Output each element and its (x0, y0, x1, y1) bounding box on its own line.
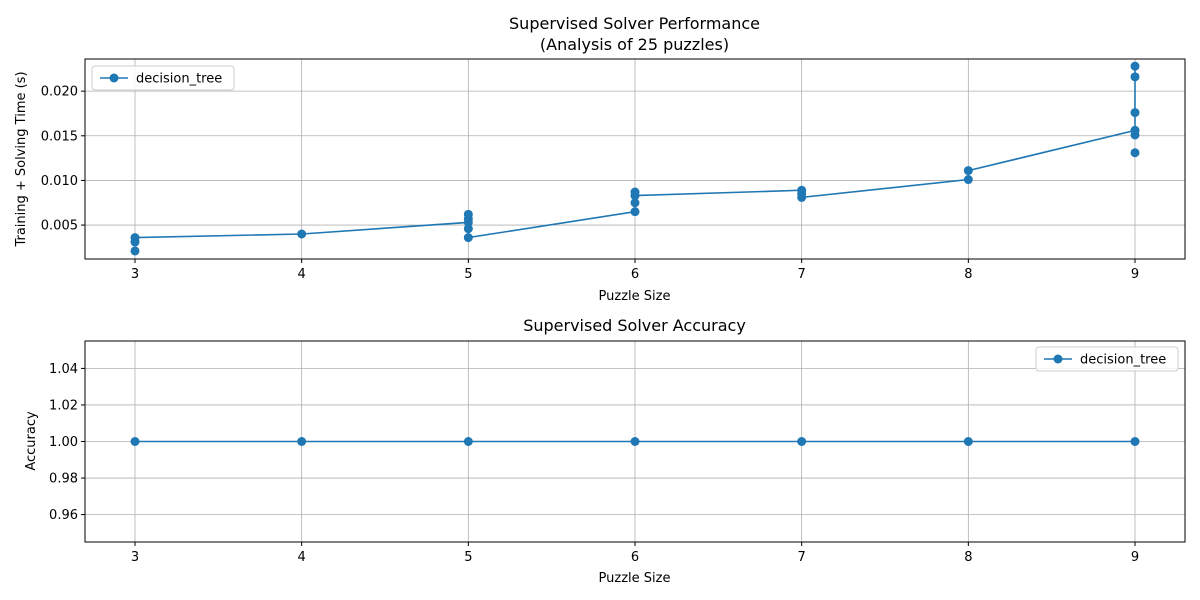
performance-data-point (463, 209, 473, 219)
performance-data-point (130, 233, 140, 243)
accuracy-y-tick-label: 1.04 (49, 362, 78, 377)
performance-x-tick-label: 9 (1131, 267, 1139, 282)
accuracy-data-point (797, 437, 807, 446)
accuracy-x-tick-label: 6 (631, 550, 639, 565)
performance-legend-box (91, 65, 235, 91)
performance-x-tick-label: 3 (131, 267, 139, 282)
accuracy-x-tick-label: 3 (131, 550, 139, 565)
performance-data (130, 61, 1140, 256)
performance-x-tick-label: 8 (964, 267, 972, 282)
performance-title-line-2: (Analysis of 25 puzzles) (540, 35, 729, 54)
performance-legend-label: decision_tree (136, 72, 222, 87)
performance-x-tick-label: 5 (464, 267, 472, 282)
performance-legend-marker (109, 73, 119, 83)
performance-data-point (1130, 125, 1140, 135)
performance-y-tick-label: 0.015 (41, 129, 78, 144)
performance-plot: Supervised Solver Performance (Analysis … (14, 14, 1186, 304)
accuracy-title: Supervised Solver Accuracy (523, 316, 746, 335)
accuracy-data-point (297, 437, 307, 446)
performance-y-tick-label: 0.020 (41, 85, 78, 100)
performance-data-point (130, 246, 140, 256)
performance-grid (85, 59, 1185, 259)
performance-data-point (1130, 61, 1140, 71)
accuracy-x-tick-label: 4 (298, 550, 306, 565)
performance-x-axis-label: Puzzle Size (599, 289, 671, 304)
performance-y-axis-label: Training + Solving Time (s) (14, 71, 29, 247)
performance-legend: decision_tree (91, 65, 235, 91)
accuracy-data-point (630, 437, 640, 446)
performance-y-tick-label: 0.005 (41, 219, 78, 234)
accuracy-y-ticks: 0.96 0.98 1.00 1.02 1.04 (49, 362, 85, 523)
accuracy-x-tick-label: 8 (964, 550, 972, 565)
accuracy-x-axis-label: Puzzle Size (599, 571, 671, 586)
performance-y-ticks: 0.005 0.010 0.015 0.020 (41, 85, 85, 234)
accuracy-y-tick-label: 1.02 (49, 398, 78, 413)
accuracy-legend-marker (1053, 354, 1063, 364)
performance-data-point (963, 175, 973, 185)
accuracy-data-point (130, 437, 140, 446)
accuracy-legend-box (1035, 346, 1179, 372)
performance-data-point (630, 198, 640, 208)
accuracy-y-axis-label: Accuracy (24, 411, 39, 471)
performance-x-tick-label: 4 (298, 267, 306, 282)
accuracy-legend-label: decision_tree (1080, 353, 1166, 368)
performance-data-point (630, 207, 640, 217)
accuracy-x-tick-label: 9 (1131, 550, 1139, 565)
accuracy-x-ticks: 3 4 5 6 7 8 9 (131, 542, 1139, 565)
performance-data-point (963, 166, 973, 176)
performance-data-point (797, 185, 807, 195)
accuracy-data-point (463, 437, 473, 446)
performance-x-tick-label: 7 (798, 267, 806, 282)
accuracy-legend: decision_tree (1035, 346, 1179, 372)
accuracy-data-point (1130, 437, 1140, 446)
performance-data-point (1130, 108, 1140, 118)
performance-data-point (1130, 148, 1140, 158)
performance-y-tick-label: 0.010 (41, 174, 78, 189)
accuracy-y-tick-label: 1.00 (49, 435, 78, 450)
accuracy-y-tick-label: 0.96 (49, 508, 78, 523)
performance-data-point (463, 233, 473, 243)
performance-data-point (630, 187, 640, 197)
accuracy-data-point (963, 437, 973, 446)
performance-title-line-1: Supervised Solver Performance (509, 14, 760, 33)
performance-data-point (297, 229, 307, 239)
performance-x-tick-label: 6 (631, 267, 639, 282)
performance-x-ticks: 3 4 5 6 7 8 9 (131, 259, 1139, 282)
performance-data-point (463, 224, 473, 234)
accuracy-y-tick-label: 0.98 (49, 472, 78, 487)
accuracy-x-tick-label: 5 (464, 550, 472, 565)
accuracy-x-tick-label: 7 (798, 550, 806, 565)
performance-data-point (1130, 72, 1140, 82)
accuracy-data (130, 437, 1140, 446)
